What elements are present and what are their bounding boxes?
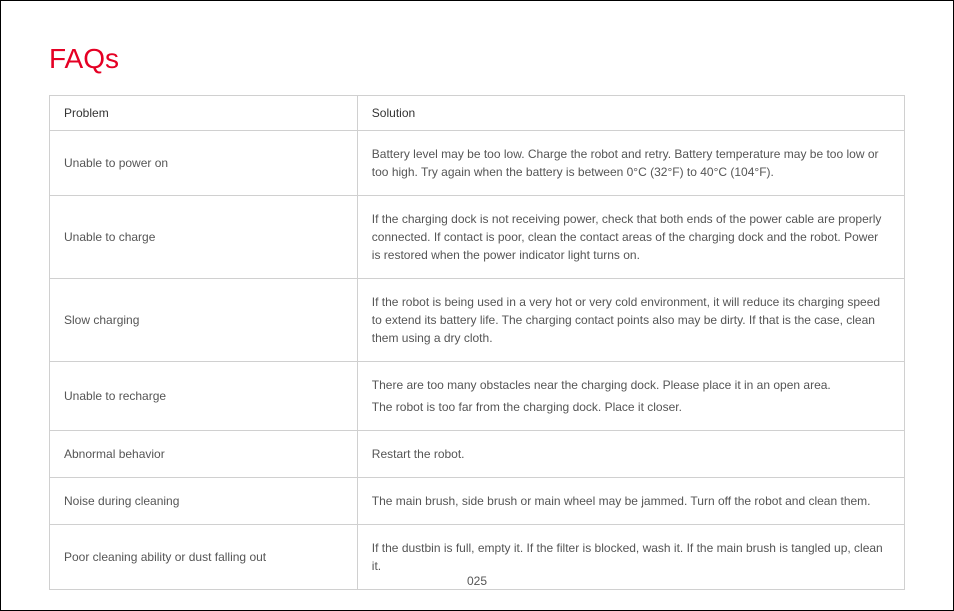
solution-cell: Restart the robot. — [357, 431, 904, 478]
problem-cell: Unable to power on — [50, 131, 358, 196]
solution-cell: There are too many obstacles near the ch… — [357, 362, 904, 431]
problem-cell: Unable to charge — [50, 196, 358, 279]
solution-cell: If the robot is being used in a very hot… — [357, 279, 904, 362]
table-row: Unable to power on Battery level may be … — [50, 131, 905, 196]
page-number: 025 — [1, 574, 953, 588]
table-row: Noise during cleaning The main brush, si… — [50, 478, 905, 525]
solution-cell: The main brush, side brush or main wheel… — [357, 478, 904, 525]
header-problem: Problem — [50, 96, 358, 131]
table-row: Unable to charge If the charging dock is… — [50, 196, 905, 279]
solution-cell: Battery level may be too low. Charge the… — [357, 131, 904, 196]
table-row: Slow charging If the robot is being used… — [50, 279, 905, 362]
table-header-row: Problem Solution — [50, 96, 905, 131]
table-row: Unable to recharge There are too many ob… — [50, 362, 905, 431]
problem-cell: Abnormal behavior — [50, 431, 358, 478]
table-row: Abnormal behavior Restart the robot. — [50, 431, 905, 478]
solution-line: The robot is too far from the charging d… — [372, 398, 890, 416]
problem-cell: Slow charging — [50, 279, 358, 362]
page-container: FAQs Problem Solution Unable to power on… — [1, 1, 953, 590]
page-title: FAQs — [49, 43, 905, 75]
solution-cell: If the charging dock is not receiving po… — [357, 196, 904, 279]
problem-cell: Unable to recharge — [50, 362, 358, 431]
faq-table: Problem Solution Unable to power on Batt… — [49, 95, 905, 590]
problem-cell: Noise during cleaning — [50, 478, 358, 525]
solution-line: There are too many obstacles near the ch… — [372, 376, 890, 394]
header-solution: Solution — [357, 96, 904, 131]
